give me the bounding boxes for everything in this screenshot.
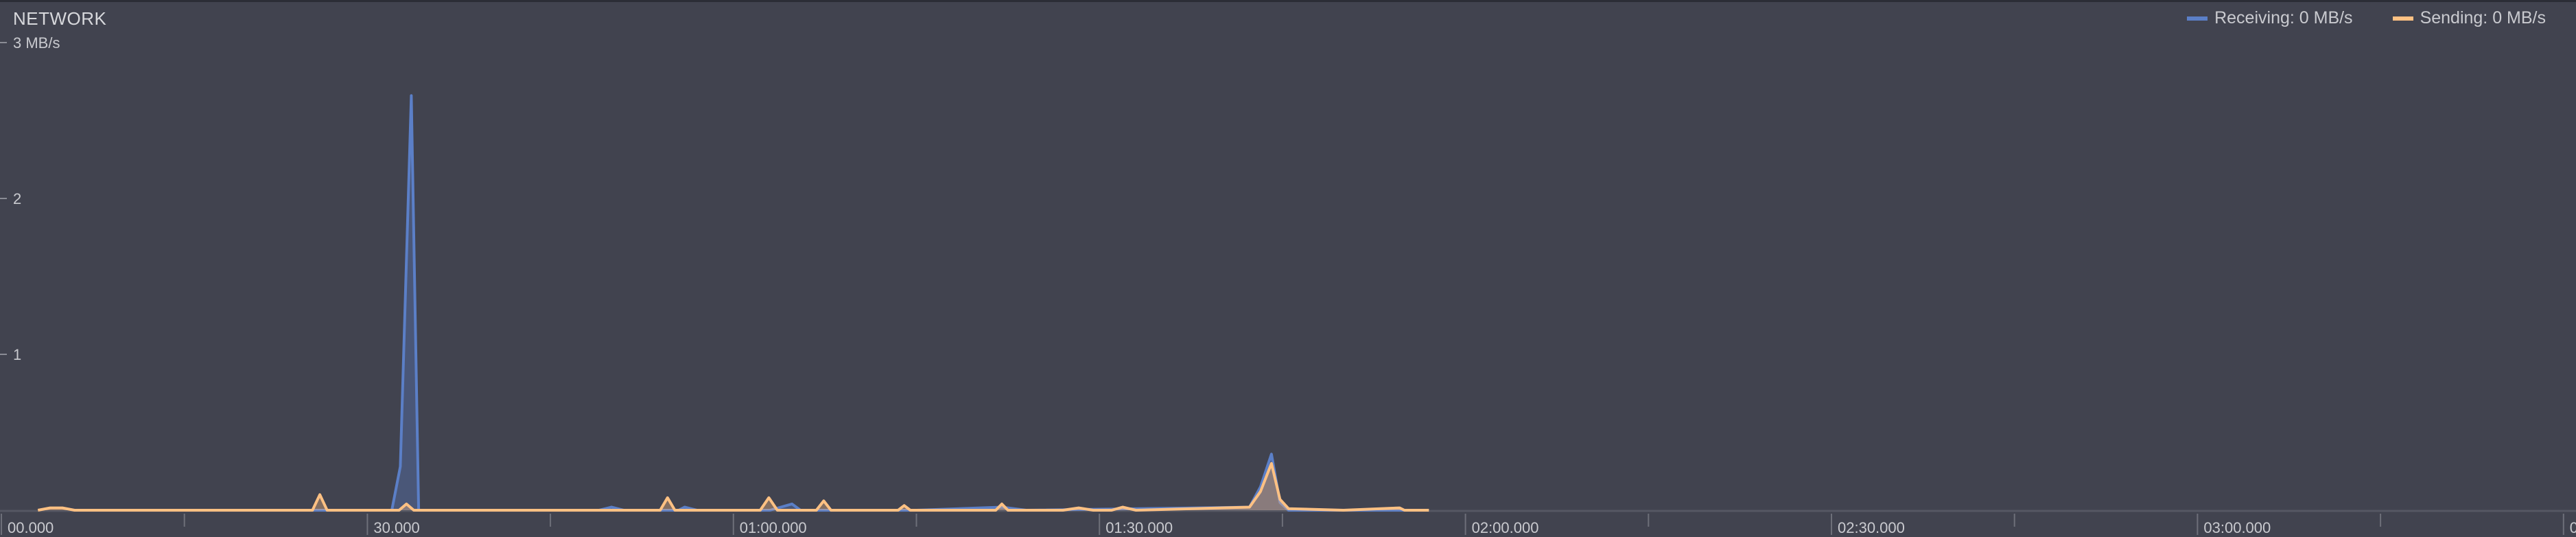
x-tick-label: 02:30.000 [1838, 519, 1905, 536]
x-tick-label: 30.000 [373, 519, 419, 536]
legend-item-sending[interactable]: Sending: 0 MB/s [2392, 8, 2546, 28]
x-tick-label: 03:00.000 [2203, 519, 2271, 536]
y-tick-label: 3 MB/s [13, 34, 60, 52]
series-line-sending [37, 461, 1429, 512]
receiving-swatch [2187, 16, 2208, 21]
series-area-sending [38, 463, 1429, 510]
legend-item-receiving[interactable]: Receiving: 0 MB/s [2187, 8, 2353, 28]
x-tick-label: 00.000 [8, 519, 54, 536]
x-tick-label: 01:30.000 [1105, 519, 1173, 536]
x-tick-label: 02:00.000 [1472, 519, 1539, 536]
series-line-receiving [294, 94, 1429, 512]
x-tick-label: 0 [2570, 519, 2576, 536]
y-tick-label: 1 [13, 346, 21, 363]
legend: Receiving: 0 MB/s Sending: 0 MB/s [2187, 8, 2546, 28]
top-border [0, 0, 2576, 2]
sending-swatch [2392, 16, 2413, 21]
y-tick-label: 2 [13, 190, 21, 207]
legend-label-receiving: Receiving: 0 MB/s [2214, 8, 2353, 27]
legend-label-sending: Sending: 0 MB/s [2420, 8, 2546, 27]
series-area-receiving [294, 95, 1429, 510]
x-tick-label: 01:00.000 [740, 519, 807, 536]
chart-title: NETWORK [13, 8, 107, 29]
